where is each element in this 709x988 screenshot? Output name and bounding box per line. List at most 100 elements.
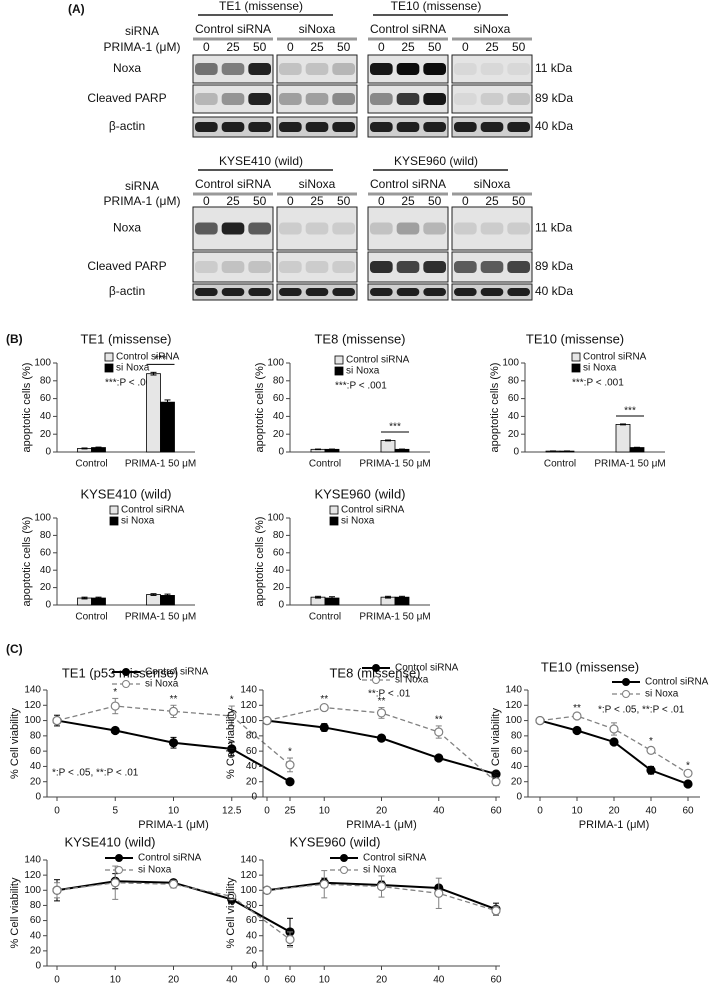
blot-membrane <box>451 206 533 251</box>
blot-membrane <box>367 206 449 251</box>
legend-marker <box>122 680 130 688</box>
y-axis-label: apoptotic cells (%) <box>254 517 266 607</box>
x-tick-label: 0 <box>54 806 60 817</box>
y-tick-label: 100 <box>24 885 41 896</box>
x-tick-label: Control <box>309 459 341 470</box>
point <box>376 881 387 892</box>
x-tick-label: 10 <box>110 975 122 986</box>
y-tick-label: 40 <box>246 930 258 941</box>
significance-mark: * <box>288 747 292 758</box>
significance-note: *:P < .05, **:P < .01 <box>52 768 139 779</box>
y-tick-label: 100 <box>24 715 41 726</box>
blot-band <box>454 122 477 132</box>
series-line <box>266 719 497 776</box>
significance-mark: ** <box>573 703 581 714</box>
x-tick-label: 40 <box>433 975 445 986</box>
point <box>572 725 582 736</box>
y-tick-label: 60 <box>30 746 42 757</box>
blot-membrane <box>276 251 358 283</box>
point <box>535 715 545 726</box>
significance-mark: ** <box>435 715 443 726</box>
x-tick-label: 20 <box>376 806 388 817</box>
y-tick-label: 40 <box>30 930 42 941</box>
chart-title: KYSE960 (wild) <box>314 486 405 501</box>
dose: 50 <box>428 40 442 54</box>
x-tick-label: 25 <box>284 806 296 817</box>
significance-note: ***:P < .001 <box>335 381 387 392</box>
legend-label: Control siRNA <box>116 352 180 363</box>
blot-band <box>423 288 446 296</box>
blot-band <box>305 288 329 296</box>
legend-label: si Noxa <box>121 516 155 527</box>
series-line <box>56 705 291 766</box>
x-tick-label: 60 <box>490 806 502 817</box>
y-tick-label: 60 <box>30 915 42 926</box>
blot-band <box>195 122 218 132</box>
legend-label: si Noxa <box>116 363 150 374</box>
dose: 50 <box>512 194 526 208</box>
blot-band <box>221 63 245 75</box>
point <box>376 733 387 743</box>
y-tick-label: 60 <box>40 393 52 404</box>
blot-band <box>396 222 420 235</box>
x-tick-label: 10 <box>319 806 331 817</box>
legend-label: si Noxa <box>395 675 429 686</box>
blot-band <box>370 122 393 132</box>
bar <box>146 373 161 453</box>
bar <box>146 594 161 606</box>
blot-band <box>195 63 218 75</box>
y-tick-label: 80 <box>511 730 523 741</box>
legend-swatch <box>334 366 344 376</box>
significance-note: ***:P < .001 <box>105 378 157 389</box>
x-tick-label: 0 <box>264 806 270 817</box>
blot-band <box>279 261 302 273</box>
blot-band <box>221 122 245 132</box>
blot-band <box>480 93 504 105</box>
sirna-name: siNoxa <box>474 22 511 36</box>
legend-marker <box>340 854 348 862</box>
chart-title: TE10 (missense) <box>526 331 624 346</box>
x-tick-label: 40 <box>645 806 657 817</box>
y-tick-label: 20 <box>30 945 42 956</box>
point <box>683 768 693 778</box>
y-tick-label: 120 <box>24 870 41 881</box>
blot-band <box>370 222 393 235</box>
dose: 0 <box>203 194 210 208</box>
y-tick-label: 100 <box>34 358 51 369</box>
point <box>434 888 444 898</box>
x-tick-label: 20 <box>376 975 388 986</box>
y-tick-label: 100 <box>240 885 257 896</box>
dose-label: PRIMA-1 (μM) <box>104 40 181 54</box>
y-tick-label: 120 <box>505 700 522 711</box>
blot-band <box>305 122 329 132</box>
sirna-name: siNoxa <box>474 177 511 191</box>
blot-band <box>396 122 420 132</box>
y-axis-label: apoptotic cells (%) <box>21 363 33 453</box>
point <box>52 715 62 726</box>
y-tick-label: 40 <box>40 565 52 576</box>
blot-band <box>332 93 355 105</box>
point <box>227 711 237 721</box>
y-tick-label: 80 <box>246 900 258 911</box>
legend-label: si Noxa <box>645 689 679 700</box>
sirna-name: siNoxa <box>299 177 336 191</box>
legend-label: Control siRNA <box>121 505 185 516</box>
y-tick-label: 20 <box>273 429 285 440</box>
significance-mark: * <box>113 687 117 698</box>
blot-membrane <box>276 54 358 84</box>
y-tick-label: 60 <box>40 547 52 558</box>
blot-band <box>370 93 393 105</box>
blot-band <box>221 288 245 296</box>
significance-mark: * <box>230 695 234 706</box>
blot-band <box>332 122 355 132</box>
legend-label: Control siRNA <box>346 355 410 366</box>
y-tick-label: 40 <box>30 761 42 772</box>
blot-band <box>221 222 245 235</box>
point <box>168 738 179 748</box>
x-tick-label: 10 <box>319 975 331 986</box>
legend-swatch <box>104 352 114 362</box>
y-tick-label: 100 <box>267 358 284 369</box>
dose: 0 <box>378 194 385 208</box>
sirna-label: siRNA <box>125 24 159 38</box>
significance-mark: *** <box>389 422 401 433</box>
